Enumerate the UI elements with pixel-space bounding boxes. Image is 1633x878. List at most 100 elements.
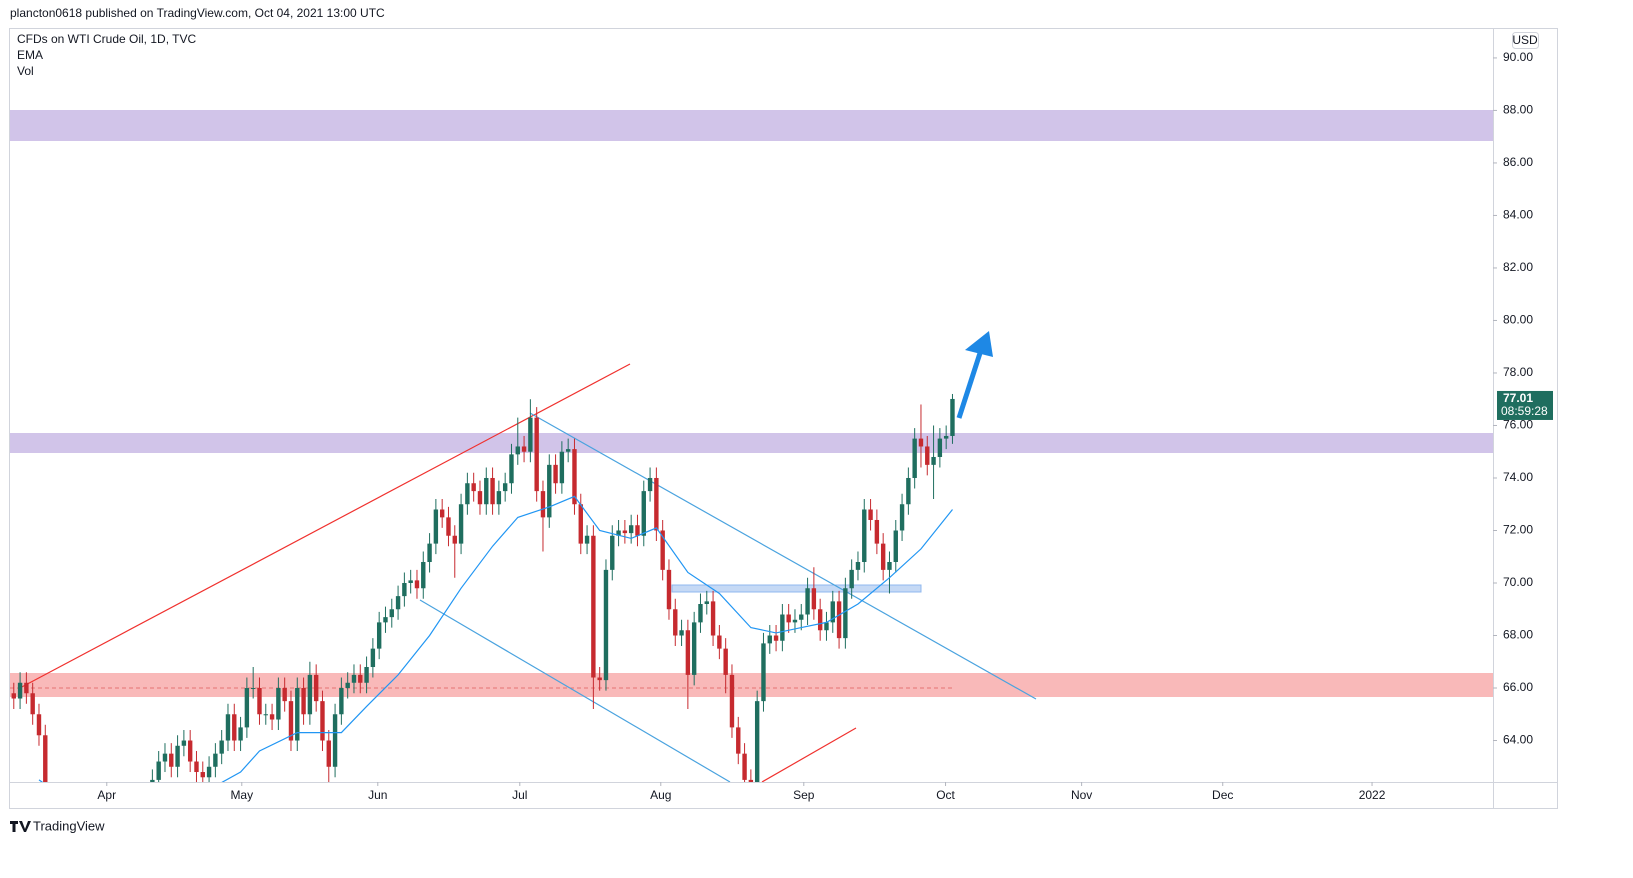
y-tick-label: 80.00 [1503,313,1533,327]
candle-body [754,701,760,782]
candle-body [24,682,29,694]
candle-body [257,688,262,715]
candle-body [408,580,413,583]
candle-body [729,674,735,728]
candle-body [868,509,873,520]
resistance-zone [10,433,1493,453]
trend-line [761,727,857,782]
trend-line [17,363,631,690]
candle-body [786,614,791,623]
candle-body [736,727,741,754]
candle-body [742,753,747,780]
candle-body [288,701,294,741]
x-tick-label: Dec [1212,788,1233,802]
candle-body [641,491,646,536]
candle-body [484,477,489,505]
arrow-shaft [956,349,984,419]
candle-body [332,714,338,767]
candle-body [326,740,331,767]
candle-body [465,483,470,505]
candle-body [263,714,268,716]
candle-body [276,688,281,720]
candle-body [616,530,621,536]
chart-frame [9,28,1558,809]
candle-body [87,838,91,856]
candle-body [43,735,48,782]
candle-body [565,449,571,452]
candle-body [119,851,123,854]
candle-body [610,535,615,570]
candle-body [106,809,110,864]
candle-body [647,477,653,492]
candle-body [156,761,161,780]
y-tick-label: 70.00 [1503,575,1533,589]
candle-body [792,619,798,623]
candle-body [849,569,854,589]
candle-body [824,622,829,631]
footer-brand: TradingView [33,818,105,833]
candle-body [433,509,439,544]
candle-body [572,449,577,505]
candle-body [282,688,287,702]
candle-body [376,622,382,649]
candle-body [213,753,218,767]
candle-body [93,840,97,856]
candle-body [862,509,867,562]
candle-body [458,504,464,544]
drawings [10,110,1493,782]
candle-body [950,398,955,436]
candle-body [238,727,243,741]
candle-body [181,740,187,746]
forecast-arrow [956,331,993,419]
breakout-zone [671,584,922,593]
candle-body [937,438,943,457]
candle-body [125,848,129,853]
ema-line [38,495,953,782]
candle-body [654,477,659,531]
currency-box[interactable] [1512,32,1539,49]
candle-body [666,569,672,610]
x-tick-label: Sep [793,788,815,802]
candle-body [553,464,558,484]
candle-body [660,530,665,570]
candle-body [748,779,754,782]
candle-body [836,601,842,639]
candle-body [635,525,640,536]
candle-body [477,491,483,505]
candle-body [144,793,148,814]
candle-body [691,622,697,675]
candle-body [547,464,552,518]
candle-body [698,604,703,623]
candle-body [225,714,231,741]
candle-body [704,601,709,605]
candle-body [414,580,420,589]
candle-body [364,667,369,683]
x-tick-label: Aug [650,788,671,802]
candle-body [496,491,502,505]
candle-body [717,635,722,649]
candle-body [320,701,325,741]
candle-body [358,674,363,683]
y-tick-label: 86.00 [1503,155,1533,169]
y-tick-label: 78.00 [1503,365,1533,379]
y-tick-label: 82.00 [1503,260,1533,274]
candle-body [389,609,394,618]
candle-body [925,446,930,465]
candle-body [880,543,886,570]
last-price-label: 77.01 [1503,391,1533,405]
candle-body [351,674,357,683]
candle-body [131,838,135,849]
candle-body [175,745,180,767]
candle-body [591,535,596,678]
y-tick-label: 90.00 [1503,50,1533,64]
candle-body [528,417,533,452]
y-tick-label: 68.00 [1503,628,1533,642]
candle-body [515,446,520,455]
candle-body [943,435,949,439]
currency-label[interactable]: USD [1512,33,1538,47]
candle-body [295,688,300,741]
y-tick-label: 84.00 [1503,208,1533,222]
candle-body [710,601,716,636]
candle-body [918,438,924,447]
